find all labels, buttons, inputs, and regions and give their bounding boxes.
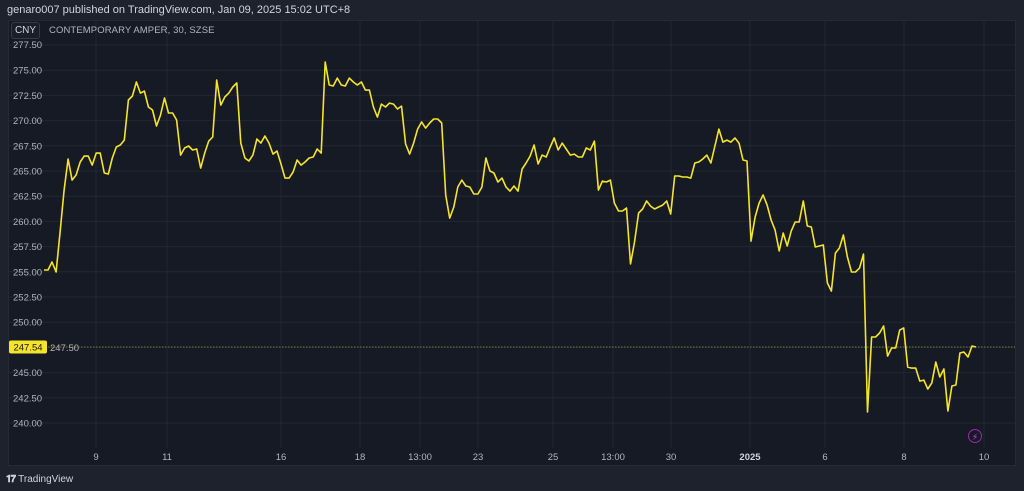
x-axis-tick-label: 9 (93, 452, 98, 463)
y-axis-tick-label: 267.50 (13, 141, 42, 152)
x-axis-tick-label: 6 (822, 452, 827, 463)
x-axis-tick-label: 25 (548, 452, 559, 463)
y-axis-tick-label: 255.00 (13, 267, 42, 278)
currency-button[interactable]: CNY (11, 22, 40, 39)
y-axis-tick-label: 275.00 (13, 66, 42, 77)
x-axis-tick-label: 30 (666, 452, 677, 463)
price-line-series (44, 61, 977, 413)
y-axis-tick-label: 240.00 (13, 419, 42, 430)
tradingview-logo-icon: 𝟏𝟕 (6, 474, 16, 485)
y-axis-tick-label: 257.50 (13, 242, 42, 253)
y-axis-tick-label: 245.00 (13, 368, 42, 379)
x-axis-tick-label: 13:00 (408, 452, 432, 463)
chart-pane[interactable] (8, 20, 1016, 466)
y-axis-tick-label: 277.50 (13, 40, 42, 51)
x-axis-tick-label: 18 (355, 452, 366, 463)
x-axis-tick-label: 8 (901, 452, 906, 463)
x-axis-tick-label: 10 (979, 452, 990, 463)
y-axis-tick-label: 260.00 (13, 217, 42, 228)
x-axis-tick-label: 13:00 (601, 452, 625, 463)
x-axis-tick-label: 16 (276, 452, 287, 463)
y-axis-tick-label: 262.50 (13, 192, 42, 203)
y-axis-tick-label: 270.00 (13, 116, 42, 127)
last-price-label: 247.54 (13, 342, 42, 353)
x-axis-tick-label: 2025 (739, 452, 761, 463)
y-axis-tick-label: 247.50 (50, 343, 79, 354)
y-axis-tick-label: 242.50 (13, 393, 42, 404)
y-axis-tick-label: 252.50 (13, 293, 42, 304)
x-axis-tick-label: 11 (162, 452, 172, 463)
x-axis-tick-label: 23 (473, 452, 484, 463)
lightning-bolt-icon[interactable]: ⚡︎ (968, 429, 982, 443)
tradingview-logo[interactable]: 𝟏𝟕 TradingView (6, 474, 73, 485)
last-price-tag (9, 340, 47, 354)
brand-label: TradingView (18, 474, 74, 485)
y-axis-tick-label: 265.00 (13, 167, 42, 178)
y-axis-tick-label: 250.00 (13, 318, 42, 329)
symbol-title: CONTEMPORARY AMPER, 30, SZSE (49, 25, 215, 36)
published-caption: genaro007 published on TradingView.com, … (7, 4, 351, 16)
y-axis-tick-label: 272.50 (13, 91, 42, 102)
